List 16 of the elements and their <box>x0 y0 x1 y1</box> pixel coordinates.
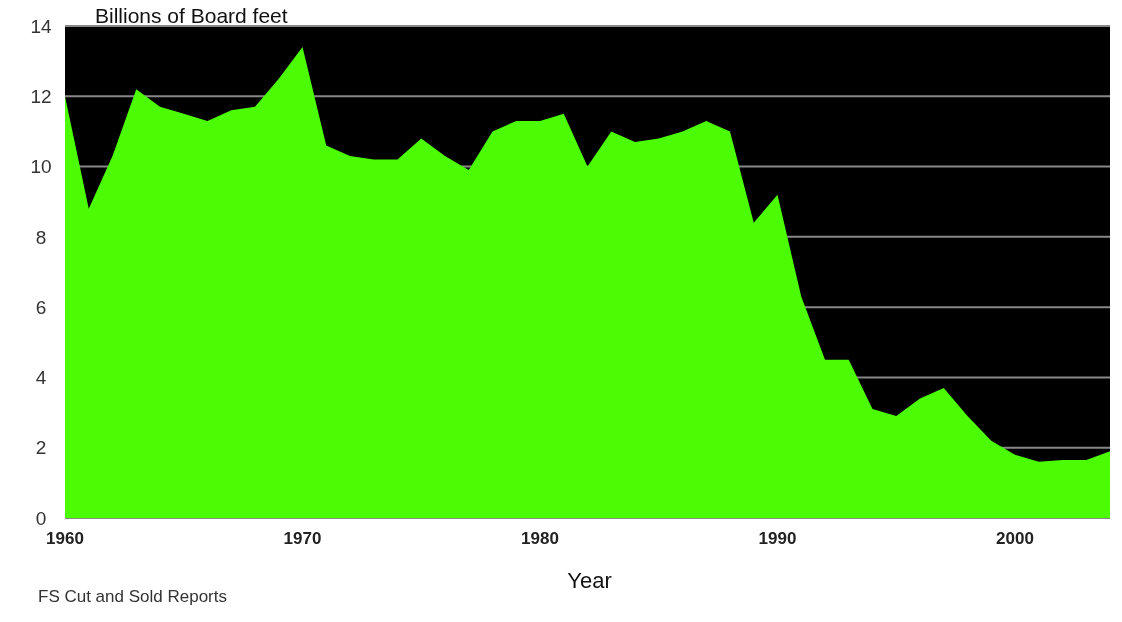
x-tick-label: 1990 <box>758 529 797 548</box>
y-axis-title: Billions of Board feet <box>95 4 288 27</box>
x-tick-label: 1960 <box>46 529 84 548</box>
y-tick-label: 10 <box>30 156 52 178</box>
text: FS Cut and Sold Reports <box>38 587 227 606</box>
y-tick-label: 0 <box>35 507 47 529</box>
y-tick-label: 14 <box>30 15 52 37</box>
y-tick-label: 8 <box>35 226 47 248</box>
x-axis-title: Year <box>567 568 612 593</box>
y-tick-label: 12 <box>30 85 52 107</box>
y-tick-label: 2 <box>35 437 47 459</box>
x-tick-label: 1970 <box>283 529 322 548</box>
x-tick-label: 1980 <box>521 529 559 548</box>
y-tick-label: 4 <box>35 367 47 389</box>
x-tick-label: 2000 <box>996 529 1034 548</box>
y-tick-label: 6 <box>35 296 47 318</box>
